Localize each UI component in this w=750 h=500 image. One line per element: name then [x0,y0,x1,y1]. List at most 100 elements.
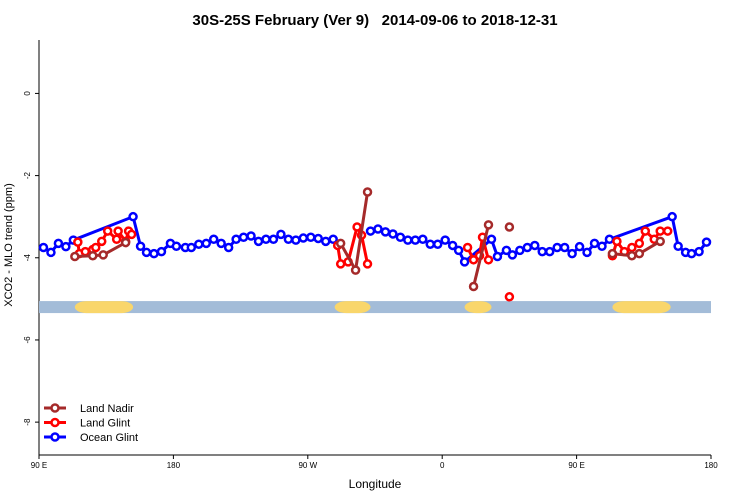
point [335,238,346,249]
point [320,236,331,247]
point [612,236,622,247]
ocean-band [39,301,711,314]
point [486,234,497,245]
y-tick-label: 0 [23,91,32,96]
point [504,222,515,232]
land-band [74,301,134,314]
point [459,257,470,267]
point [38,242,49,253]
point [483,255,494,265]
point [468,281,479,292]
point [208,234,219,245]
point [111,234,122,245]
point [352,222,362,232]
legend-label: Ocean Glint [80,432,138,444]
point [418,234,428,245]
chart-title: 30S-25S February (Ver 9) 2014-09-06 to 2… [192,12,557,29]
point [201,238,212,249]
series-line [74,241,127,259]
point [276,229,286,240]
point [440,235,450,245]
point [701,237,712,247]
point [186,242,197,253]
point [655,226,665,236]
point [552,242,562,253]
point [634,248,645,259]
point [223,242,234,253]
point [537,246,548,257]
point [128,211,138,222]
point [261,234,271,245]
point [640,226,651,236]
point [141,247,152,258]
point [483,220,494,230]
point [194,239,204,249]
point [655,236,665,247]
point [468,255,479,265]
point [589,238,600,249]
point [627,242,637,253]
point [559,242,570,253]
point [627,250,637,261]
point [238,232,249,242]
point [634,238,645,249]
point [604,234,615,245]
point [507,250,518,260]
legend-marker [50,403,60,413]
series [70,187,665,292]
point [582,247,592,258]
point [515,245,525,256]
point [388,229,398,239]
x-tick-label: 90 E [568,461,584,470]
legend-marker [50,432,60,442]
point [216,238,226,249]
land-band [612,301,671,314]
point [246,231,256,241]
point [453,245,464,256]
x-tick-label: 180 [167,461,181,470]
point [350,265,361,275]
point [607,248,618,259]
point [432,239,443,249]
point [365,226,376,236]
y-tick-label: -6 [23,336,32,344]
x-tick-label: 180 [704,461,718,470]
point [113,226,123,236]
point [597,241,607,252]
point [673,241,683,252]
point [686,248,697,259]
point [574,241,585,252]
land-band [334,301,371,314]
point [171,241,182,252]
point [335,259,346,269]
legend-marker [50,417,60,428]
point [380,227,391,237]
point [403,235,413,245]
point [425,239,436,249]
point [694,246,704,257]
series [38,211,712,267]
point [447,240,458,251]
point [90,242,101,253]
x-tick-label: 90 E [31,461,47,470]
land-band [464,301,492,314]
point [328,234,338,245]
point [501,245,512,256]
point [53,238,64,249]
point [98,250,108,260]
point [253,236,264,247]
point [156,246,167,257]
point [567,248,577,259]
x-tick-label: 90 W [298,461,317,470]
point [291,235,301,245]
point [102,226,113,236]
x-axis-label: Longitude [349,477,402,491]
point [373,224,383,234]
point [313,233,324,244]
point [395,232,406,242]
point [462,242,473,253]
point [667,211,677,222]
point [149,248,159,259]
point [96,236,107,247]
point [268,234,279,245]
